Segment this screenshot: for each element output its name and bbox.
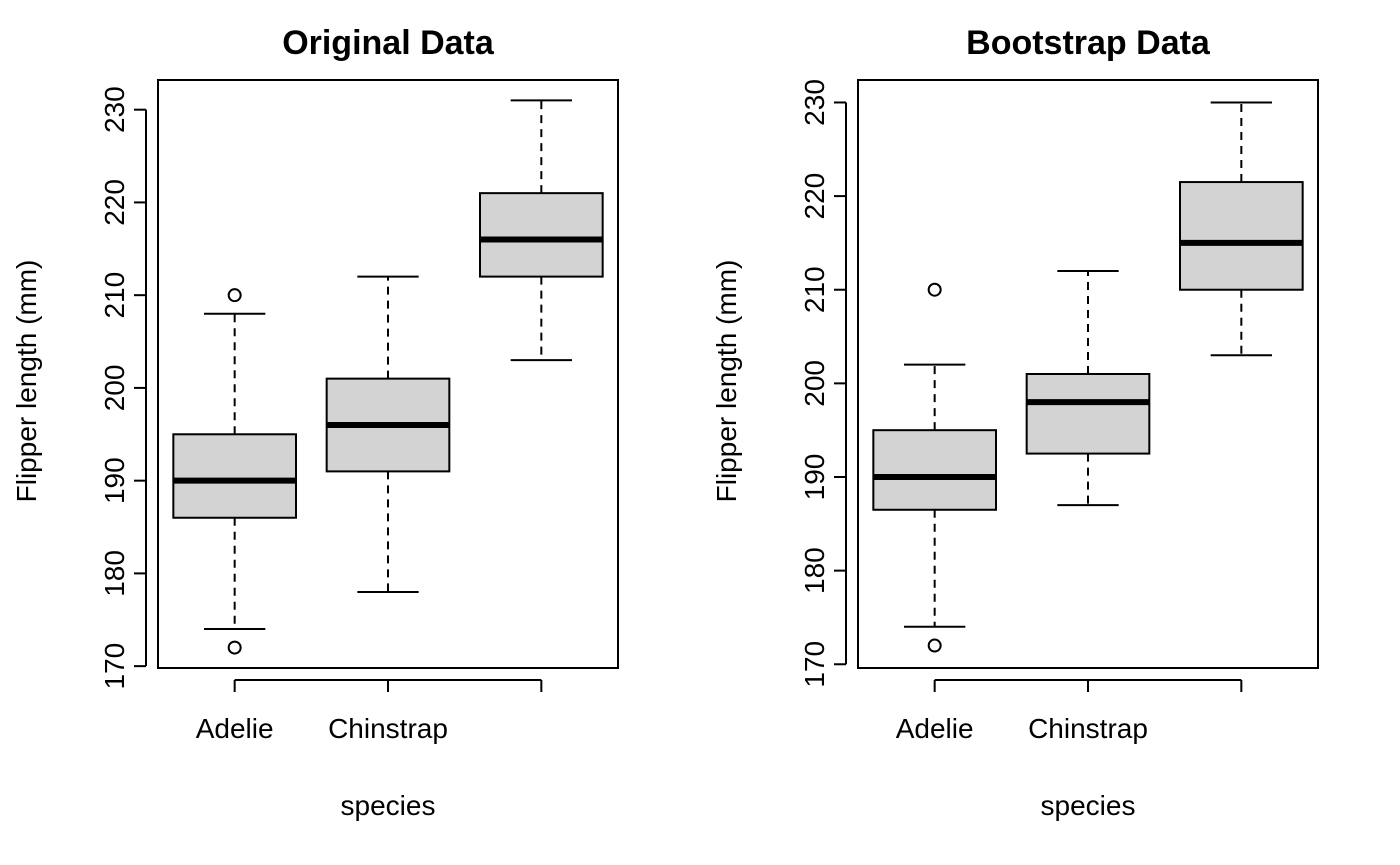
y-tick-label: 170 bbox=[99, 643, 130, 690]
y-tick-label: 220 bbox=[99, 179, 130, 226]
outlier-point bbox=[927, 638, 942, 653]
box-3 bbox=[1179, 101, 1304, 357]
plot-frame bbox=[157, 79, 619, 669]
outlier-point bbox=[927, 282, 942, 297]
x-axis-label: species bbox=[1041, 790, 1136, 821]
y-tick-label: 210 bbox=[99, 272, 130, 319]
iqr-box bbox=[479, 192, 604, 278]
y-tick-label: 220 bbox=[799, 173, 830, 220]
y-tick-label: 180 bbox=[799, 547, 830, 594]
y-tick-label: 170 bbox=[799, 641, 830, 688]
y-tick-label: 200 bbox=[99, 365, 130, 412]
iqr-box bbox=[1025, 373, 1151, 455]
iqr-box bbox=[872, 429, 997, 511]
y-tick-label: 190 bbox=[99, 457, 130, 504]
box-2 bbox=[325, 275, 451, 593]
y-axis-label: Flipper length (mm) bbox=[11, 260, 42, 503]
y-tick-label: 180 bbox=[99, 550, 130, 597]
iqr-box bbox=[172, 433, 297, 519]
y-tick-label: 230 bbox=[799, 79, 830, 126]
plot-frame bbox=[857, 79, 1319, 669]
iqr-box bbox=[1179, 181, 1304, 291]
y-axis-label: Flipper length (mm) bbox=[711, 260, 742, 503]
outlier-point bbox=[227, 640, 242, 655]
y-tick-label: 200 bbox=[799, 360, 830, 407]
y-tick-label: 230 bbox=[99, 86, 130, 133]
box-1 bbox=[172, 288, 297, 655]
x-tick-label: Adelie bbox=[896, 713, 974, 744]
box-2 bbox=[1025, 270, 1151, 507]
chart-panel-2: Bootstrap Data 170 180 190 200 210 220 230 Flipp… bbox=[711, 24, 1319, 821]
box-3 bbox=[479, 99, 604, 362]
outlier-point bbox=[227, 288, 242, 303]
box-1 bbox=[872, 282, 997, 653]
x-tick-label: Adelie bbox=[196, 713, 274, 744]
chart-panel-1: Original Data 170 180 190 200 210 220 230 Flippe… bbox=[11, 24, 619, 821]
y-tick-label: 210 bbox=[799, 266, 830, 313]
chart-title: Bootstrap Data bbox=[966, 24, 1211, 62]
y-tick-label: 190 bbox=[799, 454, 830, 501]
x-tick-label: Chinstrap bbox=[1028, 713, 1148, 744]
x-axis-label: species bbox=[341, 790, 436, 821]
chart-title: Original Data bbox=[282, 24, 495, 62]
x-tick-label: Chinstrap bbox=[328, 713, 448, 744]
